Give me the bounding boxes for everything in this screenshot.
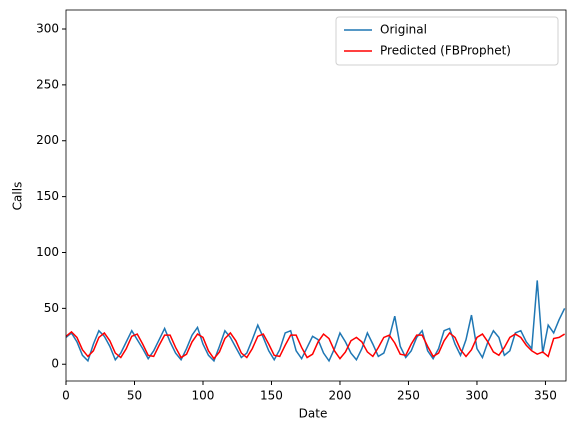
x-tick-label: 100 bbox=[192, 389, 215, 403]
series-line bbox=[66, 280, 566, 363]
x-tick-label: 250 bbox=[397, 389, 420, 403]
y-axis-label: Calls bbox=[11, 182, 25, 211]
x-tick-label: 0 bbox=[62, 389, 70, 403]
legend-label: Predicted (FBProphet) bbox=[380, 44, 511, 58]
y-tick-label: 300 bbox=[36, 21, 59, 35]
series-line bbox=[66, 330, 566, 360]
legend-box bbox=[335, 16, 559, 66]
x-tick-label: 200 bbox=[329, 389, 352, 403]
y-tick-label: 0 bbox=[51, 357, 59, 371]
x-tick-label: 300 bbox=[466, 389, 489, 403]
legend: Original Predicted (FBProphet) bbox=[335, 16, 559, 66]
y-tick-label: 50 bbox=[44, 301, 59, 315]
y-tick-label: 100 bbox=[36, 245, 59, 259]
x-axis-label: Date bbox=[299, 407, 328, 421]
legend-label: Original bbox=[380, 23, 427, 37]
y-tick-label: 150 bbox=[36, 189, 59, 203]
x-tick-label: 350 bbox=[534, 389, 557, 403]
x-tick-label: 50 bbox=[127, 389, 142, 403]
x-tick-label: 150 bbox=[260, 389, 283, 403]
y-tick-label: 250 bbox=[36, 77, 59, 91]
plot-frame bbox=[65, 9, 567, 382]
y-tick-label: 200 bbox=[36, 133, 59, 147]
